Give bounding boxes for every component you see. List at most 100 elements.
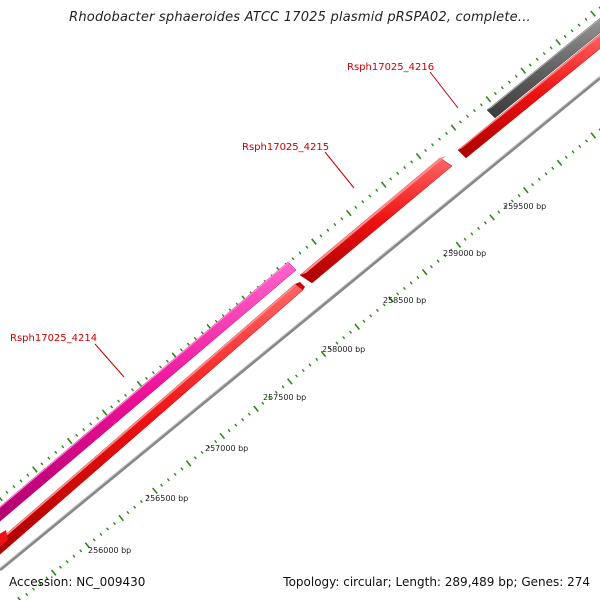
minor-tick — [131, 388, 135, 392]
major-tick — [136, 380, 143, 388]
minor-tick — [375, 188, 379, 192]
minor-tick — [375, 308, 379, 312]
major-tick — [455, 241, 462, 248]
minor-tick — [563, 34, 567, 39]
minor-tick — [82, 428, 86, 432]
minor-tick — [146, 494, 150, 498]
minor-tick — [298, 251, 302, 255]
minor-tick — [79, 549, 83, 553]
minor-tick — [514, 74, 518, 78]
minor-tick — [450, 248, 454, 252]
minor-tick — [348, 330, 352, 334]
major-tick — [415, 152, 422, 160]
minor-tick — [361, 200, 365, 204]
minor-tick — [544, 172, 548, 176]
major-tick — [556, 159, 563, 167]
minor-tick — [551, 166, 555, 170]
major-tick — [0, 496, 3, 502]
minor-tick — [295, 374, 298, 378]
minor-tick — [110, 405, 114, 409]
minor-tick — [577, 23, 581, 27]
minor-tick — [32, 587, 35, 591]
minor-tick — [535, 57, 539, 61]
minor-tick — [124, 393, 128, 398]
minor-tick — [5, 490, 9, 494]
minor-tick — [19, 479, 23, 483]
page-title: Rhodobacter sphaeroides ATCC 17025 plasm… — [69, 10, 531, 25]
major-tick — [118, 514, 124, 522]
minor-tick — [301, 368, 305, 373]
minor-tick — [180, 467, 184, 471]
minor-tick — [99, 532, 103, 537]
major-tick — [522, 186, 529, 194]
minor-tick — [193, 456, 197, 460]
major-tick — [101, 409, 108, 416]
minor-tick — [396, 171, 400, 175]
minor-tick — [335, 341, 339, 345]
minor-tick — [326, 228, 330, 232]
minor-tick — [416, 275, 420, 280]
gene-rsph17025-4215[interactable] — [299, 156, 453, 284]
minor-tick — [584, 17, 588, 21]
gene-fragment-left[interactable] — [0, 530, 8, 548]
major-tick — [555, 38, 561, 46]
minor-tick — [165, 359, 169, 363]
position-label: 258000 bp — [322, 345, 365, 354]
minor-tick — [342, 336, 346, 340]
minor-tick — [65, 560, 69, 564]
minor-tick — [483, 221, 487, 225]
gene-label-4214: Rsph17025_4214 — [10, 333, 97, 344]
backbone-highlight — [0, 75, 600, 569]
gene-label-4215: Rsph17025_4215 — [242, 142, 329, 153]
minor-tick — [160, 483, 164, 487]
minor-tick — [570, 29, 574, 33]
minor-tick — [549, 46, 553, 50]
minor-tick — [200, 450, 204, 455]
major-tick — [253, 405, 259, 412]
major-tick — [421, 268, 428, 276]
leader-line-4216 — [429, 71, 459, 109]
minor-tick — [305, 245, 309, 249]
minor-tick — [47, 456, 51, 460]
minor-tick — [58, 565, 62, 569]
minor-tick — [598, 128, 600, 132]
position-label: 259000 bp — [443, 249, 486, 258]
minor-tick — [89, 422, 93, 426]
minor-tick — [214, 439, 218, 444]
major-tick — [32, 466, 38, 473]
major-tick — [354, 323, 361, 330]
minor-tick — [106, 527, 110, 531]
major-tick — [590, 10, 596, 17]
minor-tick — [38, 581, 42, 586]
minor-tick — [507, 80, 511, 84]
minor-tick — [598, 6, 600, 10]
minor-tick — [542, 51, 546, 56]
minor-tick — [497, 210, 501, 214]
minor-tick — [571, 150, 575, 154]
minor-tick — [369, 314, 373, 318]
minor-tick — [438, 137, 442, 141]
minor-tick — [45, 576, 49, 580]
major-tick — [17, 596, 22, 600]
gene-upstream-gray[interactable] — [486, 12, 600, 119]
minor-tick — [193, 336, 197, 341]
minor-tick — [145, 376, 149, 380]
major-tick — [50, 569, 57, 576]
gene-inner-band[interactable] — [0, 282, 305, 556]
minor-tick — [319, 234, 323, 238]
minor-tick — [61, 445, 65, 449]
minor-tick — [493, 91, 497, 96]
major-tick — [450, 124, 457, 131]
gene-rsph17025-4214[interactable] — [0, 260, 297, 523]
major-tick — [388, 296, 394, 303]
minor-tick — [133, 505, 137, 509]
minor-tick — [477, 226, 481, 230]
backbone-line — [0, 76, 600, 572]
minor-tick — [517, 193, 521, 198]
gene-inner-band-right[interactable] — [457, 28, 600, 159]
minor-tick — [40, 462, 44, 466]
major-tick — [185, 460, 192, 467]
minor-tick — [429, 265, 433, 269]
minor-tick — [436, 259, 440, 263]
minor-tick — [247, 412, 251, 416]
